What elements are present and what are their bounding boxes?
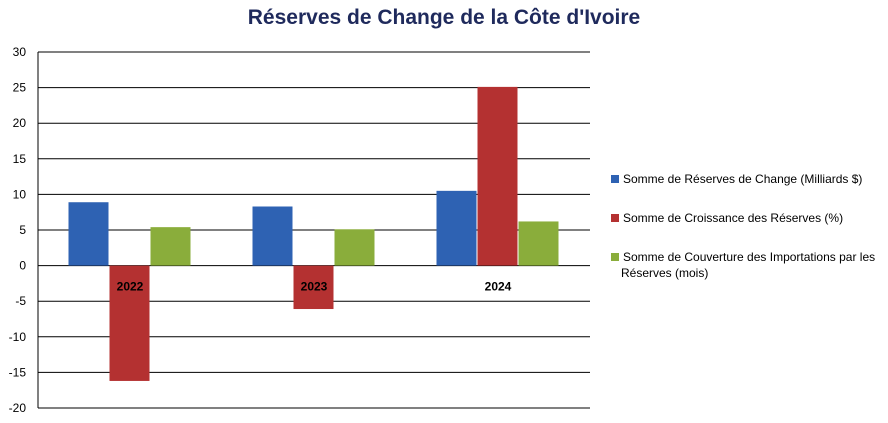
y-tick-label: 20 [13,116,27,130]
x-category-label: 2022 [117,280,144,294]
bar [334,229,375,266]
y-tick-label: 25 [13,81,27,95]
y-tick-label: 10 [13,187,27,201]
legend-entry: Somme de Croissance des Réserves (%) [623,211,843,225]
bar [477,86,518,266]
y-axis: 30 25 20 15 10 5 0 -5 -10 -15 -20 [9,45,39,415]
x-category-label: 2023 [301,280,328,294]
legend-swatch [611,253,619,261]
bars [68,86,559,381]
bar [68,202,109,266]
y-tick-label: -5 [15,294,26,308]
legend: Somme de Réserves de Change (Milliards $… [611,172,875,280]
bar [150,227,191,266]
bar [293,265,334,310]
y-tick-label: -15 [9,365,27,379]
category-labels: 2022 2023 2024 [117,280,512,294]
legend-swatch [611,214,619,222]
bar [252,206,293,266]
legend-entry: Somme de Couverture des Importations par… [621,250,875,280]
y-tick-label: -10 [9,330,27,344]
bar [518,221,559,266]
y-tick-label: -20 [9,401,27,415]
bar [436,190,477,266]
y-tick-label: 30 [13,45,27,59]
y-tick-label: 15 [13,152,27,166]
y-tick-label: 0 [19,259,26,273]
y-tick-label: 5 [19,223,26,237]
bar [109,265,150,381]
legend-swatch [611,175,619,183]
chart-title: Réserves de Change de la Côte d'Ivoire [247,6,641,29]
legend-entry: Somme de Réserves de Change (Milliards $… [623,172,862,186]
x-category-label: 2024 [485,280,512,294]
